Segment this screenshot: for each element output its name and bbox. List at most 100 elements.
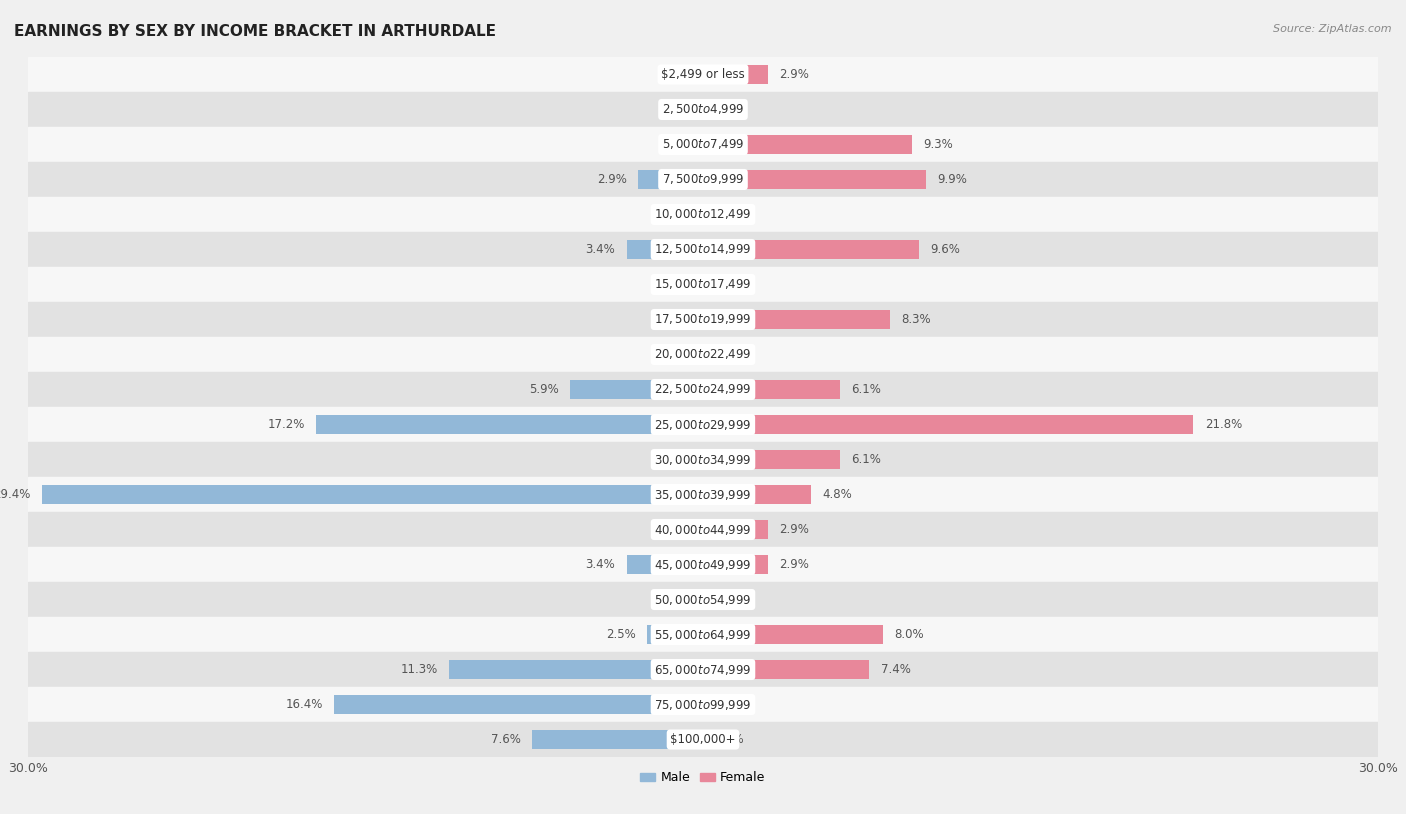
Text: 9.6%: 9.6% xyxy=(931,243,960,256)
Text: 0.0%: 0.0% xyxy=(714,348,744,361)
Bar xyxy=(28,512,1378,547)
Text: 0.0%: 0.0% xyxy=(662,348,692,361)
Text: 9.9%: 9.9% xyxy=(936,173,967,186)
Bar xyxy=(28,267,1378,302)
Bar xyxy=(627,240,703,259)
Text: $10,000 to $12,499: $10,000 to $12,499 xyxy=(654,208,752,221)
Text: $2,500 to $4,999: $2,500 to $4,999 xyxy=(662,103,744,116)
Text: 2.9%: 2.9% xyxy=(779,558,810,571)
Bar xyxy=(28,477,1378,512)
Bar xyxy=(531,730,703,749)
Text: 3.4%: 3.4% xyxy=(585,558,616,571)
Text: $7,500 to $9,999: $7,500 to $9,999 xyxy=(662,173,744,186)
Text: 2.5%: 2.5% xyxy=(606,628,636,641)
Bar xyxy=(28,722,1378,757)
Text: 7.6%: 7.6% xyxy=(491,733,520,746)
Bar xyxy=(316,415,703,434)
Text: 0.0%: 0.0% xyxy=(662,138,692,151)
Text: 17.2%: 17.2% xyxy=(267,418,305,431)
Bar xyxy=(28,582,1378,617)
Text: 5.9%: 5.9% xyxy=(529,383,560,396)
Bar xyxy=(28,407,1378,442)
Text: $45,000 to $49,999: $45,000 to $49,999 xyxy=(654,558,752,571)
Bar xyxy=(703,380,841,399)
Text: 0.0%: 0.0% xyxy=(662,278,692,291)
Bar xyxy=(335,695,703,714)
Bar xyxy=(28,442,1378,477)
Text: 6.1%: 6.1% xyxy=(852,453,882,466)
Text: 0.0%: 0.0% xyxy=(714,103,744,116)
Bar xyxy=(703,240,920,259)
Text: 4.8%: 4.8% xyxy=(823,488,852,501)
Bar xyxy=(703,415,1194,434)
Text: 2.9%: 2.9% xyxy=(596,173,627,186)
Text: $25,000 to $29,999: $25,000 to $29,999 xyxy=(654,418,752,431)
Text: 0.0%: 0.0% xyxy=(662,593,692,606)
Bar xyxy=(42,485,703,504)
Text: 0.0%: 0.0% xyxy=(662,453,692,466)
Text: 0.0%: 0.0% xyxy=(662,523,692,536)
Text: 0.0%: 0.0% xyxy=(662,68,692,81)
Text: 0.0%: 0.0% xyxy=(714,208,744,221)
Bar xyxy=(703,135,912,154)
Bar xyxy=(703,555,768,574)
Bar xyxy=(703,170,925,189)
Text: EARNINGS BY SEX BY INCOME BRACKET IN ARTHURDALE: EARNINGS BY SEX BY INCOME BRACKET IN ART… xyxy=(14,24,496,39)
Text: $55,000 to $64,999: $55,000 to $64,999 xyxy=(654,628,752,641)
Text: $75,000 to $99,999: $75,000 to $99,999 xyxy=(654,698,752,711)
Text: 8.3%: 8.3% xyxy=(901,313,931,326)
Text: 9.3%: 9.3% xyxy=(924,138,953,151)
Text: 29.4%: 29.4% xyxy=(0,488,31,501)
Bar xyxy=(627,555,703,574)
Text: $20,000 to $22,499: $20,000 to $22,499 xyxy=(654,348,752,361)
Text: 2.9%: 2.9% xyxy=(779,68,810,81)
Bar xyxy=(703,65,768,84)
Text: 0.0%: 0.0% xyxy=(662,103,692,116)
Text: $15,000 to $17,499: $15,000 to $17,499 xyxy=(654,278,752,291)
Text: 11.3%: 11.3% xyxy=(401,663,437,676)
Text: $12,500 to $14,999: $12,500 to $14,999 xyxy=(654,243,752,256)
Text: $17,500 to $19,999: $17,500 to $19,999 xyxy=(654,313,752,326)
Text: $35,000 to $39,999: $35,000 to $39,999 xyxy=(654,488,752,501)
Bar xyxy=(449,660,703,679)
Bar xyxy=(28,687,1378,722)
Text: 21.8%: 21.8% xyxy=(1205,418,1241,431)
Text: 8.0%: 8.0% xyxy=(894,628,924,641)
Text: $5,000 to $7,499: $5,000 to $7,499 xyxy=(662,138,744,151)
Bar xyxy=(28,337,1378,372)
Bar xyxy=(703,520,768,539)
Legend: Male, Female: Male, Female xyxy=(636,766,770,790)
Text: 6.1%: 6.1% xyxy=(852,383,882,396)
Text: 7.4%: 7.4% xyxy=(880,663,911,676)
Bar xyxy=(28,547,1378,582)
Bar xyxy=(28,302,1378,337)
Bar xyxy=(28,652,1378,687)
Text: 0.0%: 0.0% xyxy=(714,278,744,291)
Text: 2.9%: 2.9% xyxy=(779,523,810,536)
Bar xyxy=(28,162,1378,197)
Bar xyxy=(28,127,1378,162)
Text: 16.4%: 16.4% xyxy=(285,698,323,711)
Bar xyxy=(638,170,703,189)
Text: $50,000 to $54,999: $50,000 to $54,999 xyxy=(654,593,752,606)
Bar xyxy=(703,625,883,644)
Bar xyxy=(571,380,703,399)
Bar xyxy=(28,617,1378,652)
Text: $2,499 or less: $2,499 or less xyxy=(661,68,745,81)
Bar xyxy=(703,485,811,504)
Text: $100,000+: $100,000+ xyxy=(671,733,735,746)
Text: Source: ZipAtlas.com: Source: ZipAtlas.com xyxy=(1274,24,1392,34)
Text: 0.0%: 0.0% xyxy=(714,733,744,746)
Text: $65,000 to $74,999: $65,000 to $74,999 xyxy=(654,663,752,676)
Text: $22,500 to $24,999: $22,500 to $24,999 xyxy=(654,383,752,396)
Bar xyxy=(703,310,890,329)
Text: $40,000 to $44,999: $40,000 to $44,999 xyxy=(654,523,752,536)
Text: 0.0%: 0.0% xyxy=(662,208,692,221)
Bar xyxy=(28,92,1378,127)
Bar xyxy=(28,372,1378,407)
Bar xyxy=(647,625,703,644)
Bar xyxy=(703,660,869,679)
Text: 3.4%: 3.4% xyxy=(585,243,616,256)
Bar xyxy=(703,450,841,469)
Text: 0.0%: 0.0% xyxy=(714,593,744,606)
